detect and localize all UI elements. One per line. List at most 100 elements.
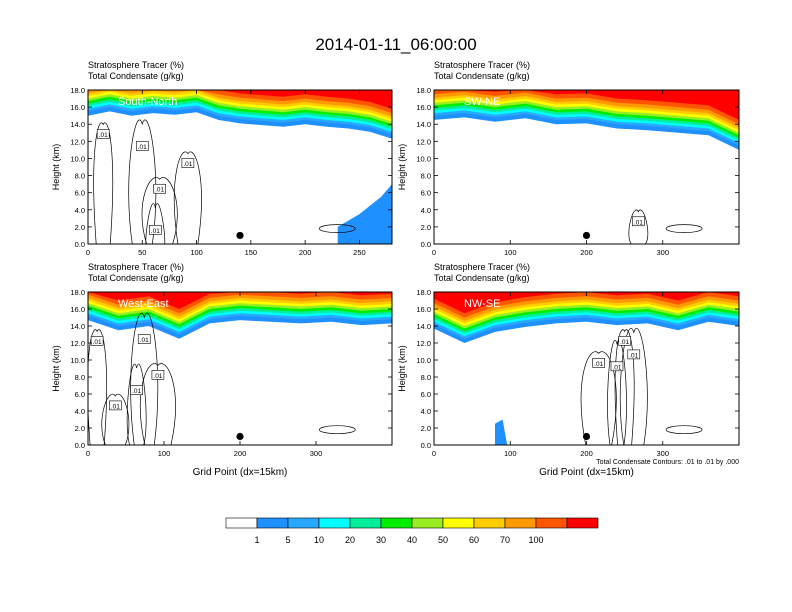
x-tick-label: 200 xyxy=(299,248,312,257)
contour-label-text: .01 xyxy=(111,403,120,410)
condensate-contours xyxy=(93,119,356,244)
y-tick-label: 12.0 xyxy=(416,137,431,146)
contour-label-text: .01 xyxy=(132,388,141,395)
colorbar-swatch xyxy=(225,517,258,529)
y-axis-label: Height (km) xyxy=(397,345,407,392)
panel-1: .01 .01 .01 .01 .01 South-North Stratosphere T… xyxy=(51,60,393,257)
colorbar-swatch xyxy=(566,517,599,529)
contour-line xyxy=(619,328,648,445)
contour-line xyxy=(141,177,178,244)
y-tick-label: 12.0 xyxy=(70,137,85,146)
contour-label: .01 xyxy=(181,158,195,168)
contour-label-box xyxy=(592,358,606,368)
panel-header-line: Total Condensate (g/kg) xyxy=(88,273,184,283)
y-tick-label: 2.0 xyxy=(421,424,431,433)
y-tick-label: 0.0 xyxy=(421,441,431,450)
y-tick-label: 6.0 xyxy=(421,189,431,198)
x-axis-label: Grid Point (dx=15km) xyxy=(539,467,634,478)
contour-label: .01 xyxy=(149,225,162,235)
y-tick-label: 18.0 xyxy=(70,288,85,297)
contour-label-text: .01 xyxy=(594,361,603,368)
contour-label-box xyxy=(618,335,631,346)
plot-area xyxy=(88,90,392,244)
contour-label: .01 xyxy=(109,400,122,410)
x-tick-label: 100 xyxy=(504,248,517,257)
plot-frame xyxy=(87,89,393,245)
contour-label: .01 xyxy=(130,385,143,395)
x-tick-label: 50 xyxy=(138,248,146,257)
plot-area xyxy=(434,90,739,244)
y-tick-label: 8.0 xyxy=(75,373,85,382)
contour-label: .01 xyxy=(90,335,104,346)
colorbar-label: 30 xyxy=(376,535,386,545)
condensate-contours xyxy=(628,209,703,244)
contour-label: .01 xyxy=(592,358,606,368)
tracer-intrusion xyxy=(337,184,392,244)
panel-header-line: Stratosphere Tracer (%) xyxy=(434,60,530,70)
figure-title: 2014-01-11_06:00:00 xyxy=(315,35,476,54)
y-tick-label: 6.0 xyxy=(75,390,85,399)
contour-line xyxy=(318,425,356,435)
panel-header-line: Total Condensate (g/kg) xyxy=(434,273,530,283)
panel-label: NW-SE xyxy=(464,298,500,310)
y-tick-label: 12.0 xyxy=(70,339,85,348)
contour-label-box xyxy=(130,385,143,395)
y-tick-label: 16.0 xyxy=(416,103,431,112)
contour-line xyxy=(139,363,176,445)
colorbar-swatch xyxy=(287,517,320,529)
y-tick-label: 6.0 xyxy=(421,390,431,399)
contour-label-box xyxy=(627,349,641,360)
contour-label-text: .01 xyxy=(183,161,192,168)
contour-label-text: .01 xyxy=(99,132,108,139)
contour-label-box xyxy=(149,225,162,235)
x-tick-label: 0 xyxy=(432,248,436,257)
contour-label-text: .01 xyxy=(140,337,149,344)
x-tick-label: 150 xyxy=(245,248,258,257)
contour-label-box xyxy=(610,361,624,372)
contour-label-text: .01 xyxy=(620,339,629,346)
contour-label-text: .01 xyxy=(629,352,638,359)
x-tick-label: 100 xyxy=(190,248,203,257)
x-tick-label: 0 xyxy=(86,449,90,458)
colorbar-label: 1 xyxy=(254,535,259,545)
contour-label-text: .01 xyxy=(151,228,160,235)
y-axis-label: Height (km) xyxy=(51,345,61,392)
y-tick-label: 0.0 xyxy=(75,240,85,249)
panel-header-line: Stratosphere Tracer (%) xyxy=(434,262,530,272)
contour-label: .01 xyxy=(618,335,631,346)
contour-line xyxy=(88,329,107,445)
tracer-intrusion xyxy=(495,419,508,445)
location-marker xyxy=(582,432,591,441)
contour-label-box xyxy=(90,335,104,346)
contour-line xyxy=(145,203,166,244)
location-marker xyxy=(582,231,591,240)
contour-line xyxy=(580,351,617,445)
contour-label-text: .01 xyxy=(634,219,643,226)
y-tick-label: 2.0 xyxy=(421,223,431,232)
x-tick-label: 200 xyxy=(234,449,247,458)
panel-header-line: Stratosphere Tracer (%) xyxy=(88,60,184,70)
y-tick-label: 8.0 xyxy=(421,172,431,181)
contour-line xyxy=(101,393,130,445)
x-tick-label: 300 xyxy=(656,449,669,458)
panel-header-line: Total Condensate (g/kg) xyxy=(88,71,184,81)
y-tick-label: 2.0 xyxy=(75,424,85,433)
y-tick-label: 0.0 xyxy=(421,240,431,249)
colorbar-label: 60 xyxy=(469,535,479,545)
y-tick-label: 18.0 xyxy=(416,288,431,297)
plot-area xyxy=(434,292,739,445)
colorbar-label: 50 xyxy=(438,535,448,545)
location-marker xyxy=(236,432,244,441)
colorbar-swatch xyxy=(256,517,289,529)
y-tick-label: 10.0 xyxy=(416,356,431,365)
y-tick-label: 4.0 xyxy=(75,407,85,416)
contour-line xyxy=(665,224,703,233)
contour-line xyxy=(628,209,649,244)
y-tick-label: 18.0 xyxy=(70,86,85,95)
panel-2: .01 SW-NE Stratosphere Tracer (%)Total Con… xyxy=(397,60,740,257)
panel-header-line: Stratosphere Tracer (%) xyxy=(88,262,184,272)
y-tick-label: 10.0 xyxy=(70,154,85,163)
contour-label-text: .01 xyxy=(93,339,102,346)
location-marker xyxy=(236,231,244,240)
